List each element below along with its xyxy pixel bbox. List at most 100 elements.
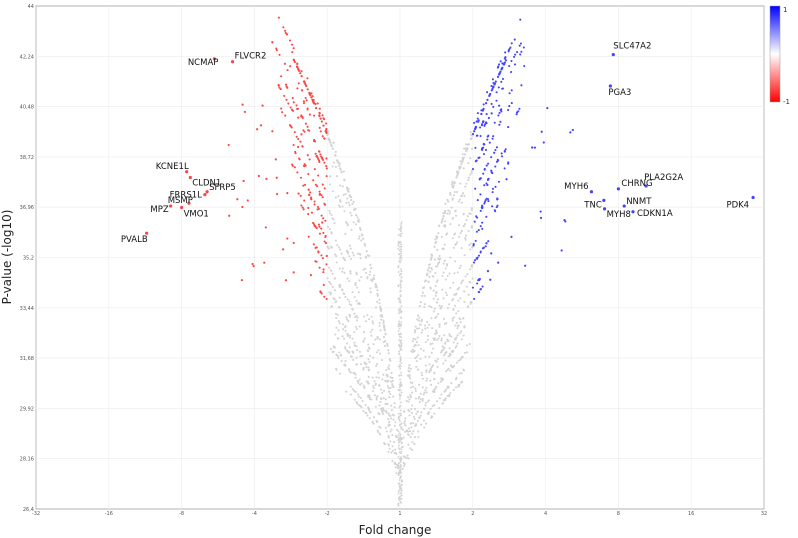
data-point — [251, 262, 254, 266]
data-point — [464, 185, 467, 188]
data-point — [330, 246, 334, 249]
data-point — [492, 86, 495, 89]
data-point — [452, 316, 455, 319]
data-point — [423, 426, 426, 429]
data-point — [522, 46, 525, 49]
data-point — [434, 241, 437, 244]
data-point — [335, 368, 338, 371]
data-point — [456, 174, 459, 177]
data-point — [434, 285, 437, 288]
data-point — [292, 59, 296, 62]
data-point — [348, 313, 351, 316]
data-point — [404, 424, 407, 427]
data-point — [460, 162, 463, 166]
data-point — [345, 201, 348, 204]
data-point — [398, 437, 400, 439]
data-point — [275, 192, 279, 196]
data-point — [445, 322, 448, 325]
data-point — [372, 274, 376, 277]
data-point — [442, 262, 445, 265]
data-point — [390, 451, 393, 454]
data-point — [385, 430, 388, 433]
data-point — [440, 378, 443, 381]
data-point — [432, 310, 436, 313]
data-point — [400, 441, 403, 444]
data-point — [292, 47, 295, 50]
data-point — [469, 242, 472, 245]
data-point — [366, 254, 369, 257]
data-point — [453, 190, 456, 194]
data-point — [284, 29, 287, 32]
data-point — [344, 295, 347, 299]
data-point — [325, 175, 328, 178]
data-point — [388, 396, 391, 399]
data-point — [412, 430, 415, 433]
data-point — [337, 204, 341, 207]
data-point — [303, 81, 306, 84]
data-point — [400, 475, 403, 478]
data-point — [398, 497, 401, 499]
data-point — [504, 59, 508, 62]
data-point — [362, 237, 365, 240]
data-point — [377, 376, 380, 379]
data-point — [524, 264, 527, 267]
data-point — [381, 411, 384, 414]
data-point — [451, 181, 454, 184]
data-point — [400, 489, 403, 491]
data-point — [283, 94, 286, 97]
data-point — [375, 376, 378, 379]
data-point — [433, 258, 436, 261]
data-point — [473, 297, 476, 300]
data-point — [356, 349, 359, 352]
data-point — [391, 449, 394, 452]
data-point — [369, 263, 372, 266]
data-point — [407, 366, 411, 370]
data-point — [415, 355, 418, 358]
data-point — [355, 356, 358, 359]
data-point — [342, 170, 345, 173]
data-point — [360, 276, 363, 279]
data-point — [318, 107, 321, 110]
data-point — [291, 96, 294, 100]
data-point — [501, 66, 504, 69]
data-point — [318, 232, 322, 235]
data-point — [329, 212, 332, 215]
data-point — [378, 425, 381, 428]
data-point — [460, 195, 463, 198]
data-point — [378, 413, 381, 416]
data-point — [507, 126, 510, 129]
data-point — [323, 137, 326, 140]
data-point — [367, 375, 370, 379]
data-point — [387, 450, 390, 453]
data-point — [476, 199, 479, 202]
data-point — [397, 417, 400, 420]
data-point — [398, 320, 401, 323]
data-point — [501, 87, 505, 90]
data-point — [448, 333, 451, 336]
data-point — [418, 316, 421, 319]
data-point — [303, 199, 306, 202]
data-point — [369, 411, 372, 414]
data-point — [456, 327, 459, 330]
data-point — [400, 436, 403, 439]
data-point — [398, 485, 401, 488]
data-point — [306, 125, 309, 128]
data-point — [344, 345, 347, 349]
data-point — [434, 359, 437, 362]
data-point — [400, 374, 403, 377]
data-point — [518, 44, 521, 47]
data-point — [293, 166, 296, 169]
data-point — [398, 366, 401, 368]
data-point — [369, 354, 372, 357]
data-point — [286, 86, 289, 89]
data-point — [461, 380, 464, 383]
data-point — [335, 175, 338, 178]
data-point — [391, 433, 394, 437]
data-point — [455, 361, 458, 364]
data-point — [347, 201, 350, 204]
gene-label: PDK4 — [726, 201, 749, 211]
data-point — [419, 323, 422, 326]
gene-point — [644, 184, 648, 188]
data-point — [481, 285, 484, 288]
data-point — [414, 389, 417, 393]
